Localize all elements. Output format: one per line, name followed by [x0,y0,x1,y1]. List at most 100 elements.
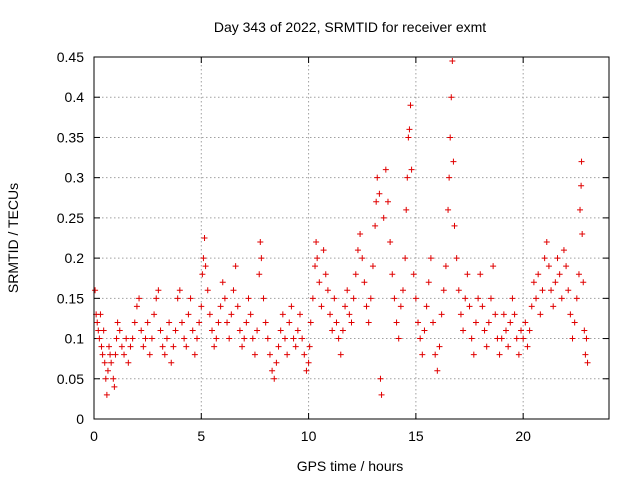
data-point [446,174,453,181]
data-point [108,359,115,366]
data-point [419,351,426,358]
data-point [464,271,471,278]
data-point [583,335,590,342]
data-point [402,255,409,262]
data-point [397,303,404,310]
data-point [372,222,379,229]
data-point [548,287,555,294]
data-point [485,319,492,326]
data-point [247,311,254,318]
data-point [511,311,518,318]
data-point [558,295,565,302]
data-point [423,303,430,310]
data-point [425,279,432,286]
data-point [281,335,288,342]
data-point [200,255,207,262]
data-point [434,367,441,374]
data-point [277,327,284,334]
data-point [138,327,145,334]
data-point [196,319,203,326]
data-point [107,351,114,358]
data-point [550,303,557,310]
data-point [110,375,117,382]
data-point [269,367,276,374]
data-point [447,134,454,141]
data-point [403,206,410,213]
data-point [264,335,271,342]
data-point [382,166,389,173]
data-point [395,335,402,342]
data-point [421,327,428,334]
data-point [505,343,512,350]
data-point [254,327,261,334]
data-point [301,351,308,358]
data-point [515,351,522,358]
data-point [487,295,494,302]
data-point [239,343,246,350]
data-point [406,126,413,133]
data-point [451,222,458,229]
data-point [176,287,183,294]
data-point [245,295,252,302]
data-point [503,327,509,334]
data-point [430,319,437,326]
data-point [230,287,237,294]
data-point [140,343,147,350]
data-point [479,303,486,310]
data-point [305,359,312,366]
y-tick-labels: 0 0.05 0.1 0.15 0.2 0.25 0.3 0.35 0.4 0.45 [57,49,84,427]
y-tick-label: 0.25 [57,210,84,226]
data-point [393,319,400,326]
data-point [578,182,585,189]
data-points [92,58,591,398]
data-point [552,279,559,286]
data-point [472,319,479,326]
data-point [378,391,385,398]
data-point [460,327,467,334]
data-point [442,263,449,270]
x-tick-label: 20 [515,428,531,444]
data-point [189,327,196,334]
data-point [106,343,113,350]
data-point [496,351,503,358]
data-point [202,263,209,270]
data-point [582,351,589,358]
data-point [112,351,119,358]
data-point [450,158,457,165]
data-point [215,319,222,326]
data-point [324,287,331,294]
data-point [236,327,243,334]
data-point [288,303,295,310]
x-tick-label: 5 [197,428,205,444]
data-point [522,319,529,326]
data-point [116,327,123,334]
data-point [417,335,424,342]
data-point [545,263,552,270]
y-tick-label: 0.1 [65,331,85,347]
data-point [438,311,445,318]
data-point [400,287,406,294]
data-point [391,295,398,302]
data-point [563,263,570,270]
data-point [125,359,132,366]
data-point [260,295,267,302]
data-point [335,335,342,342]
data-point [380,214,387,221]
data-point [144,319,151,326]
data-point [470,351,477,358]
data-point [333,319,340,326]
data-point [290,335,297,342]
data-point [103,391,110,398]
data-point [404,174,411,181]
data-point [331,295,338,302]
data-point [348,319,355,326]
data-point [318,303,325,310]
data-point [560,247,567,254]
data-point [181,335,188,342]
y-axis-label: SRMTID / TECUs [5,183,21,293]
data-point [408,166,415,173]
data-point [440,287,447,294]
data-point [97,311,104,318]
data-point [104,367,111,374]
data-point [327,311,334,318]
